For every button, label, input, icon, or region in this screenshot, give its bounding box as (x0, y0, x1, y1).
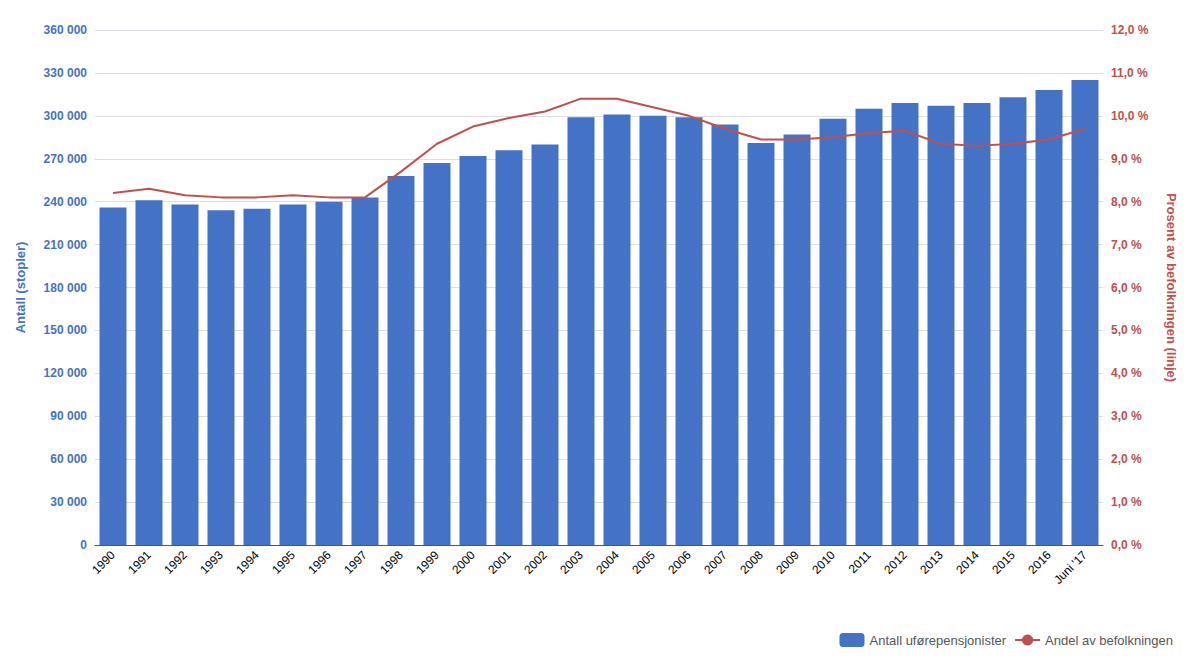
svg-text:300 000: 300 000 (44, 109, 88, 123)
svg-text:7,0 %: 7,0 % (1111, 238, 1142, 252)
svg-text:60 000: 60 000 (50, 452, 87, 466)
svg-text:150 000: 150 000 (44, 323, 88, 337)
svg-text:1,0 %: 1,0 % (1111, 495, 1142, 509)
svg-text:3,0 %: 3,0 % (1111, 409, 1142, 423)
svg-text:Prosent av befolkningen (linje: Prosent av befolkningen (linje) (1164, 193, 1179, 382)
svg-text:120 000: 120 000 (44, 366, 88, 380)
svg-text:1990: 1990 (89, 548, 118, 577)
svg-text:0,0 %: 0,0 % (1111, 538, 1142, 552)
svg-text:9,0 %: 9,0 % (1111, 152, 1142, 166)
svg-text:330 000: 330 000 (44, 66, 88, 80)
svg-text:1993: 1993 (197, 548, 226, 577)
svg-text:30 000: 30 000 (50, 495, 87, 509)
svg-text:5,0 %: 5,0 % (1111, 323, 1142, 337)
svg-text:2005: 2005 (629, 548, 658, 577)
svg-text:2013: 2013 (917, 548, 946, 577)
svg-text:2006: 2006 (665, 548, 694, 577)
svg-text:4,0 %: 4,0 % (1111, 366, 1142, 380)
svg-text:2009: 2009 (773, 548, 802, 577)
svg-text:1991: 1991 (125, 548, 154, 577)
svg-text:210 000: 210 000 (44, 238, 88, 252)
svg-text:2,0 %: 2,0 % (1111, 452, 1142, 466)
svg-text:2000: 2000 (449, 548, 478, 577)
svg-text:2014: 2014 (953, 548, 982, 577)
svg-text:1996: 1996 (305, 548, 334, 577)
svg-text:90 000: 90 000 (50, 409, 87, 423)
svg-text:Antall (stopler): Antall (stopler) (13, 242, 28, 334)
svg-text:Juni '17: Juni '17 (1051, 548, 1090, 587)
svg-text:1995: 1995 (269, 548, 298, 577)
svg-text:1998: 1998 (377, 548, 406, 577)
svg-text:2010: 2010 (809, 548, 838, 577)
svg-text:2012: 2012 (881, 548, 910, 577)
svg-text:2001: 2001 (485, 548, 514, 577)
svg-text:2003: 2003 (557, 548, 586, 577)
svg-text:2002: 2002 (521, 548, 550, 577)
svg-text:240 000: 240 000 (44, 195, 88, 209)
svg-text:1994: 1994 (233, 548, 262, 577)
svg-text:1997: 1997 (341, 548, 370, 577)
svg-text:10,0 %: 10,0 % (1111, 109, 1149, 123)
svg-text:1999: 1999 (413, 548, 442, 577)
svg-text:12,0 %: 12,0 % (1111, 23, 1149, 37)
svg-text:2007: 2007 (701, 548, 730, 577)
svg-text:Antall uførepensjonister: Antall uførepensjonister (869, 633, 1006, 648)
svg-text:6,0 %: 6,0 % (1111, 281, 1142, 295)
svg-text:2016: 2016 (1025, 548, 1054, 577)
svg-text:180 000: 180 000 (44, 281, 88, 295)
svg-text:360 000: 360 000 (44, 23, 88, 37)
svg-text:8,0 %: 8,0 % (1111, 195, 1142, 209)
svg-text:Andel av befolkningen: Andel av befolkningen (1045, 633, 1173, 648)
svg-text:0: 0 (80, 538, 87, 552)
svg-text:1992: 1992 (161, 548, 190, 577)
svg-text:2008: 2008 (737, 548, 766, 577)
svg-text:11,0 %: 11,0 % (1111, 66, 1148, 80)
svg-text:2004: 2004 (593, 548, 622, 577)
svg-text:2015: 2015 (989, 548, 1018, 577)
svg-text:270 000: 270 000 (44, 152, 88, 166)
svg-text:2011: 2011 (846, 548, 874, 576)
